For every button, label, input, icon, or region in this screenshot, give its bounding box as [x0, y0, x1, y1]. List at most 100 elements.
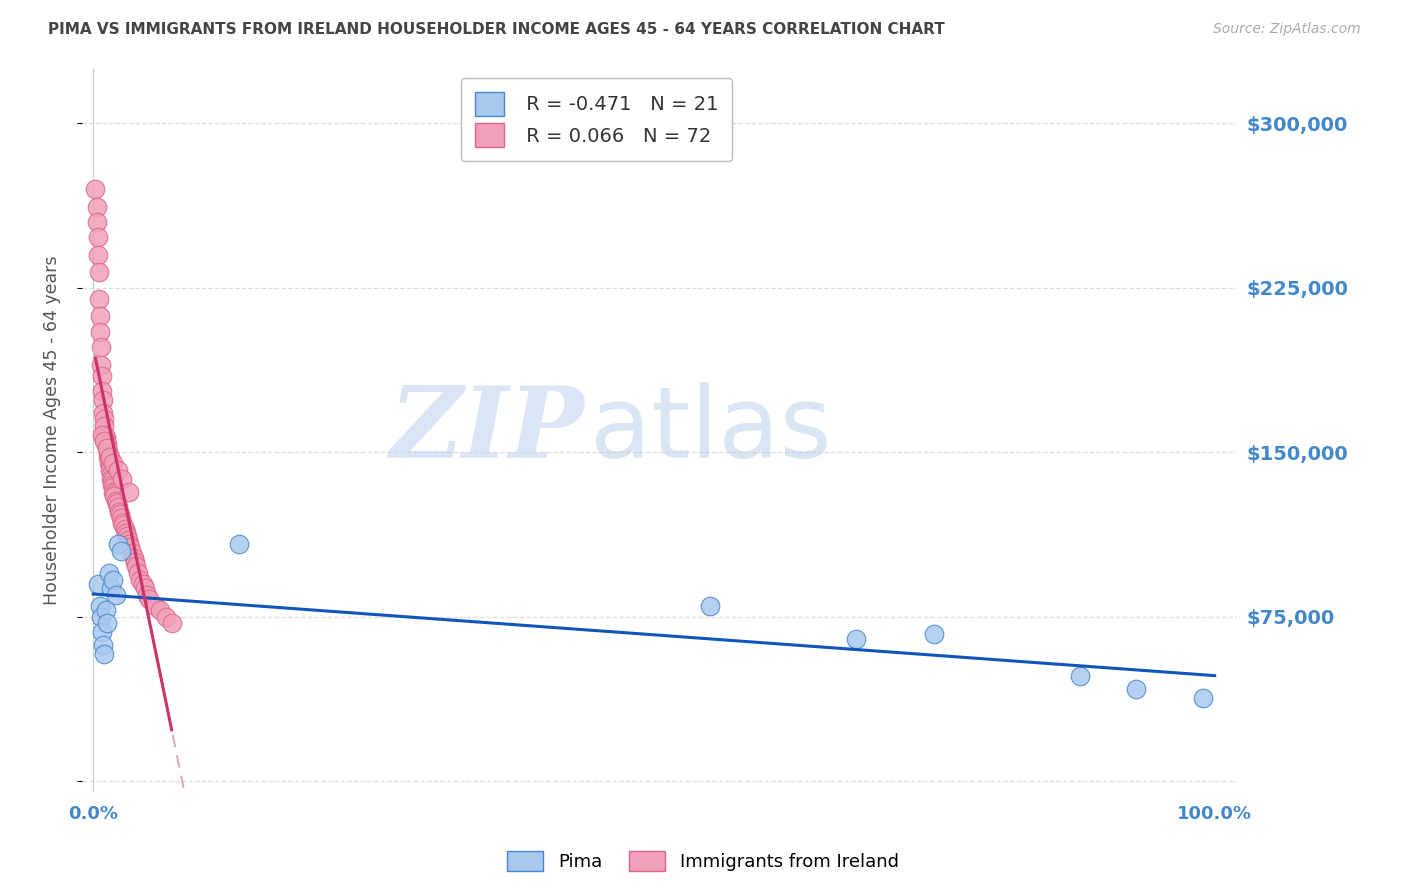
- Point: [103, 480, 125, 494]
- Point: [111, 472, 134, 486]
- Point: [91, 427, 114, 442]
- Point: [125, 559, 148, 574]
- Point: [112, 517, 135, 532]
- Text: atlas: atlas: [591, 382, 832, 479]
- Point: [108, 507, 131, 521]
- Point: [91, 384, 114, 398]
- Point: [96, 441, 118, 455]
- Point: [131, 577, 153, 591]
- Point: [129, 573, 152, 587]
- Point: [98, 458, 121, 473]
- Point: [118, 484, 141, 499]
- Point: [91, 368, 114, 383]
- Point: [89, 310, 111, 324]
- Point: [86, 577, 108, 591]
- Point: [1069, 669, 1091, 683]
- Point: [114, 522, 136, 536]
- Point: [136, 588, 159, 602]
- Point: [160, 616, 183, 631]
- Point: [104, 493, 127, 508]
- Point: [924, 627, 946, 641]
- Point: [100, 472, 122, 486]
- Point: [101, 474, 124, 488]
- Point: [98, 463, 121, 477]
- Point: [149, 603, 172, 617]
- Point: [845, 632, 868, 646]
- Point: [93, 647, 115, 661]
- Point: [134, 582, 156, 596]
- Point: [120, 540, 142, 554]
- Point: [87, 292, 110, 306]
- Point: [97, 450, 120, 464]
- Point: [90, 610, 112, 624]
- Point: [138, 592, 160, 607]
- Point: [97, 456, 120, 470]
- Point: [1125, 682, 1147, 697]
- Point: [121, 546, 143, 560]
- Point: [103, 489, 125, 503]
- Point: [97, 451, 120, 466]
- Y-axis label: Householder Income Ages 45 - 64 years: Householder Income Ages 45 - 64 years: [44, 256, 60, 605]
- Point: [110, 544, 132, 558]
- Point: [93, 434, 115, 449]
- Point: [86, 248, 108, 262]
- Text: Source: ZipAtlas.com: Source: ZipAtlas.com: [1213, 22, 1361, 37]
- Point: [117, 533, 139, 547]
- Point: [91, 392, 114, 407]
- Point: [89, 599, 111, 613]
- Text: ZIP: ZIP: [389, 382, 585, 479]
- Point: [103, 484, 125, 499]
- Point: [90, 340, 112, 354]
- Point: [127, 566, 149, 580]
- Point: [100, 467, 122, 482]
- Point: [86, 230, 108, 244]
- Legend: Pima, Immigrants from Ireland: Pima, Immigrants from Ireland: [501, 844, 905, 879]
- Point: [91, 638, 114, 652]
- Point: [96, 616, 118, 631]
- Point: [86, 215, 108, 229]
- Point: [97, 445, 120, 459]
- Point: [107, 463, 129, 477]
- Point: [90, 358, 112, 372]
- Point: [94, 434, 117, 449]
- Point: [155, 610, 177, 624]
- Point: [96, 441, 118, 455]
- Point: [107, 537, 129, 551]
- Point: [87, 265, 110, 279]
- Point: [96, 436, 118, 450]
- Point: [228, 537, 250, 551]
- Point: [93, 412, 115, 426]
- Point: [1192, 690, 1215, 705]
- Point: [94, 603, 117, 617]
- Point: [143, 599, 166, 613]
- Point: [103, 573, 125, 587]
- Point: [118, 537, 141, 551]
- Text: PIMA VS IMMIGRANTS FROM IRELAND HOUSEHOLDER INCOME AGES 45 - 64 YEARS CORRELATIO: PIMA VS IMMIGRANTS FROM IRELAND HOUSEHOL…: [48, 22, 945, 37]
- Point: [104, 588, 127, 602]
- Point: [114, 526, 136, 541]
- Point: [124, 555, 146, 569]
- Point: [89, 325, 111, 339]
- Point: [107, 500, 129, 515]
- Point: [110, 511, 132, 525]
- Point: [103, 456, 125, 470]
- Point: [94, 430, 117, 444]
- Point: [100, 582, 122, 596]
- Point: [91, 625, 114, 640]
- Point: [115, 529, 138, 543]
- Point: [122, 550, 145, 565]
- Point: [97, 566, 120, 580]
- Point: [93, 427, 115, 442]
- Point: [103, 487, 125, 501]
- Point: [108, 504, 131, 518]
- Point: [84, 182, 107, 196]
- Point: [101, 478, 124, 492]
- Point: [699, 599, 721, 613]
- Point: [93, 419, 115, 434]
- Point: [98, 450, 121, 464]
- Point: [111, 516, 134, 530]
- Point: [91, 406, 114, 420]
- Point: [86, 200, 108, 214]
- Legend:  R = -0.471   N = 21,  R = 0.066   N = 72: R = -0.471 N = 21, R = 0.066 N = 72: [461, 78, 731, 161]
- Point: [105, 496, 128, 510]
